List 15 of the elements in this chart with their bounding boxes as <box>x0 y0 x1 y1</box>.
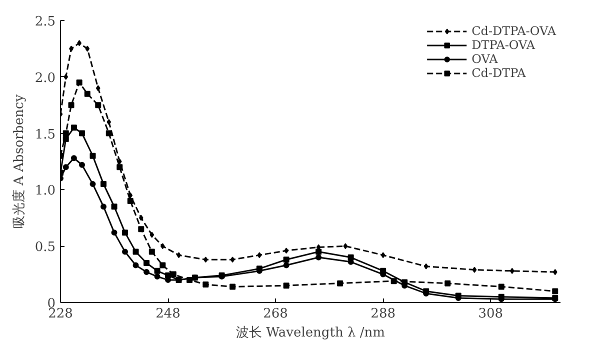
legend-label: DTPA-OVA <box>472 38 536 52</box>
legend-label: OVA <box>472 52 498 66</box>
y-tick-label: 1.5 <box>34 127 56 142</box>
y-axis-title: 吸光度 A Absorbency <box>10 94 27 229</box>
x-tick-label: 288 <box>370 306 396 322</box>
x-tick-label: 248 <box>156 306 180 322</box>
y-tick-label: 2.0 <box>34 70 56 86</box>
y-tick-label: 1.0 <box>34 184 56 199</box>
x-axis-title: 波长 Wavelength λ /nm <box>236 326 385 340</box>
legend-label: Cd-DTPA <box>472 66 526 80</box>
legend-label: Cd-DTPA-OVA <box>472 24 556 38</box>
x-tick-label: 268 <box>263 306 288 322</box>
y-tick-label: 2.5 <box>34 14 56 30</box>
x-tick-label: 308 <box>478 306 504 322</box>
y-tick-label: 0.5 <box>34 240 56 256</box>
